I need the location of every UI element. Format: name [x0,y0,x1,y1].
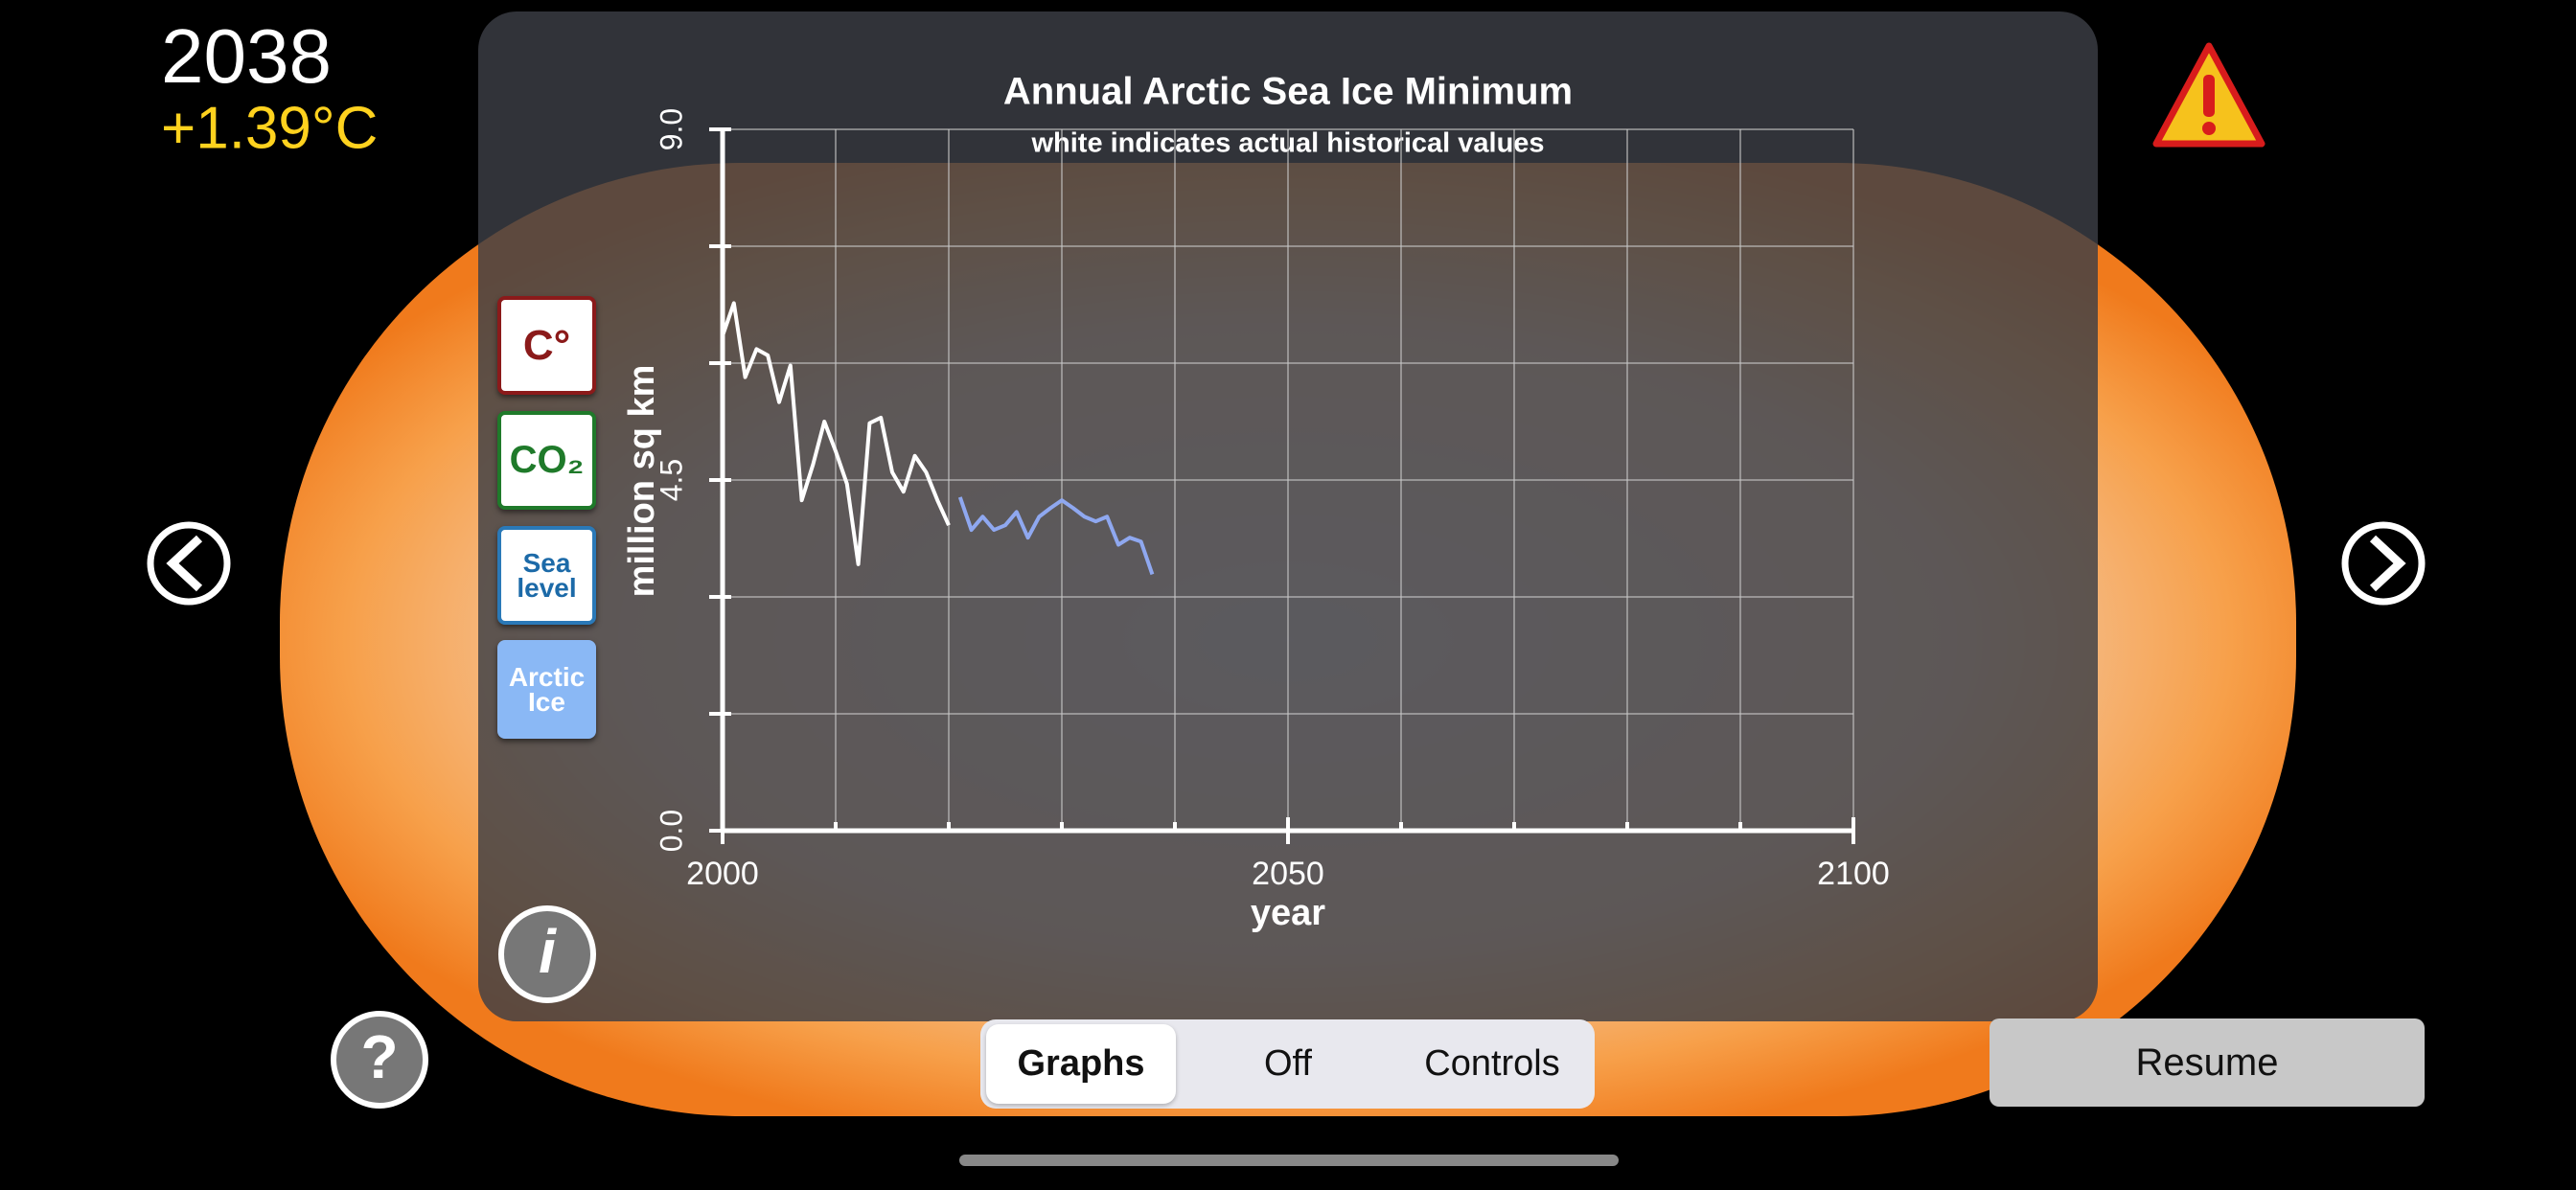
resume-button[interactable]: Resume [1990,1018,2425,1107]
info-button[interactable]: i [498,905,596,1003]
segment[interactable]: Graphs [986,1024,1176,1104]
line [957,496,1155,576]
x-axis-title: year [1251,893,1325,933]
segment[interactable]: Off [1264,1043,1312,1084]
svg-text:i: i [539,917,557,986]
segmented-control: Graphs Off Controls [980,1019,1595,1109]
y-tick-label: 0.0 [654,810,688,852]
segment[interactable]: Controls [1424,1043,1560,1084]
y-axis-title: million sq km [622,365,662,598]
temperature-button[interactable]: C° [497,296,596,395]
y-tick-label: 9.0 [654,108,688,150]
help-button[interactable]: ? [331,1011,428,1109]
x-tick-label: 2050 [1252,856,1324,892]
home-indicator [959,1155,1619,1166]
co2-button[interactable]: CO₂ [497,411,596,510]
sea-level-button[interactable]: Sea level [497,526,596,625]
next-arrow[interactable] [2341,521,2426,606]
arctic-ice-button[interactable]: Arctic Ice [497,640,596,739]
chart-title: Annual Arctic Sea Ice Minimum [1003,71,1573,113]
line [721,301,951,566]
warning-icon[interactable] [2152,42,2266,148]
year: 2038 [161,13,332,99]
prev-arrow[interactable] [147,521,231,606]
x-tick-label: 2100 [1817,856,1890,892]
svg-text:?: ? [360,1022,398,1091]
temperature: +1.39°C [161,95,378,161]
y-tick-label: 4.5 [654,459,688,501]
x-tick-label: 2000 [686,856,759,892]
